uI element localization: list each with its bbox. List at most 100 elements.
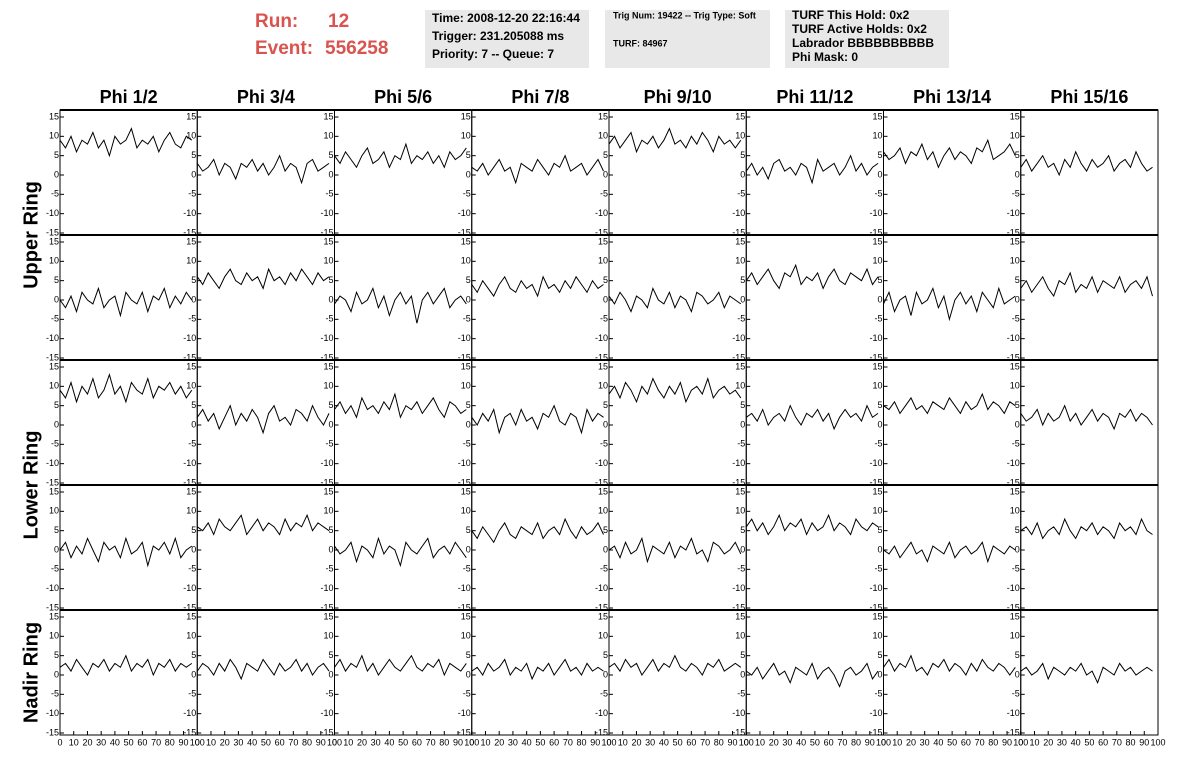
y-tick-label: -15 [46,602,59,612]
y-tick-label: 10 [598,256,608,266]
x-tick-label: 60 [686,737,696,747]
y-tick-label: -15 [46,227,59,237]
y-tick-label: 5 [466,650,471,660]
y-tick-label: 15 [1010,611,1020,621]
y-tick-label: 5 [466,400,471,410]
y-tick-label: 15 [872,486,882,496]
y-tick-label: 5 [603,650,608,660]
y-tick-label: -10 [732,458,745,468]
ring-label: Upper Ring [20,181,42,289]
y-tick-label: 15 [1010,236,1020,246]
waveform [746,404,879,431]
x-tick-label: 10 [206,737,216,747]
y-tick-label: 5 [191,275,196,285]
y-tick-label: -15 [183,727,196,737]
y-tick-label: -10 [183,458,196,468]
y-tick-label: 10 [735,506,745,516]
panel-frame [745,234,884,361]
y-tick-label: 10 [49,131,59,141]
x-tick-label: 20 [82,737,92,747]
y-tick-label: 10 [735,631,745,641]
waveform [196,267,330,290]
x-tick-label: 90 [1002,737,1012,747]
x-tick-label: 10 [618,737,628,747]
y-tick-label: 0 [1015,544,1020,554]
y-tick-label: 5 [877,650,882,660]
y-tick-label: -10 [183,583,196,593]
info-line: Labrador BBBBBBBBBB [792,36,934,50]
y-tick-label: -15 [183,602,196,612]
x-tick-label: 10 [1029,737,1039,747]
x-tick-label: 50 [1084,737,1094,747]
info-line: TURF This Hold: 0x2 [792,8,910,22]
waveform [196,154,330,185]
y-tick-label: 15 [323,236,333,246]
x-tick-label: 70 [700,737,710,747]
y-tick-label: -5 [51,689,59,699]
y-tick-label: -10 [869,708,882,718]
y-tick-label: -10 [46,458,59,468]
y-tick-label: 0 [466,419,471,429]
waveform [197,513,330,536]
y-tick-label: 10 [872,631,882,641]
y-tick-label: -10 [320,333,333,343]
waveform [471,658,604,681]
y-tick-label: -10 [46,708,59,718]
y-tick-label: -10 [595,583,608,593]
y-tick-label: 0 [466,169,471,179]
panel-frame [745,484,884,611]
waveform [334,392,467,419]
y-tick-label: -10 [869,458,882,468]
y-tick-label: -10 [320,208,333,218]
waveform [745,513,879,536]
y-tick-label: -10 [1007,208,1020,218]
y-tick-label: -15 [1007,602,1020,612]
y-tick-label: 5 [191,150,196,160]
y-tick-label: 15 [186,236,196,246]
y-tick-label: 5 [740,150,745,160]
y-tick-label: -5 [737,564,745,574]
y-tick-label: -10 [1007,333,1020,343]
y-tick-label: -5 [874,314,882,324]
y-tick-label: 10 [323,631,333,641]
y-tick-label: 0 [191,669,196,679]
info-box [425,10,589,68]
info-line: TURF Active Holds: 0x2 [792,22,927,36]
x-tick-label: 80 [577,737,587,747]
x-tick-label: 50 [947,737,957,747]
panel-frame [196,234,335,361]
x-tick-label: 70 [426,737,436,747]
y-tick-label: 0 [54,669,59,679]
x-tick-label: 0 [332,737,337,747]
y-tick-label: -10 [869,208,882,218]
y-tick-label: 0 [466,544,471,554]
y-tick-label: 10 [461,631,471,641]
y-tick-label: -15 [320,727,333,737]
y-tick-label: 0 [54,419,59,429]
y-tick-label: 0 [191,294,196,304]
waveform [608,654,742,676]
y-tick-label: -15 [320,227,333,237]
y-tick-label: 10 [735,256,745,266]
y-tick-label: -5 [463,689,471,699]
y-tick-label: -10 [458,208,471,218]
waveform [334,536,467,568]
y-tick-label: -5 [600,689,608,699]
y-tick-label: 5 [877,525,882,535]
x-tick-label: 100 [876,737,891,747]
info-line: Trig Num: 19422 -- Trig Type: Soft [613,10,756,20]
y-tick-label: -15 [458,602,471,612]
event-label: Event: [255,38,313,59]
x-tick-label: 20 [631,737,641,747]
y-tick-label: 5 [466,150,471,160]
y-tick-label: -10 [320,708,333,718]
y-tick-label: 0 [328,169,333,179]
y-tick-label: 5 [328,275,333,285]
info-box [605,10,770,68]
y-tick-label: -15 [869,352,882,362]
column-header: Phi 13/14 [913,87,991,107]
y-tick-label: 5 [328,150,333,160]
y-tick-label: 5 [740,650,745,660]
y-tick-label: 10 [49,256,59,266]
waveform [745,154,879,185]
